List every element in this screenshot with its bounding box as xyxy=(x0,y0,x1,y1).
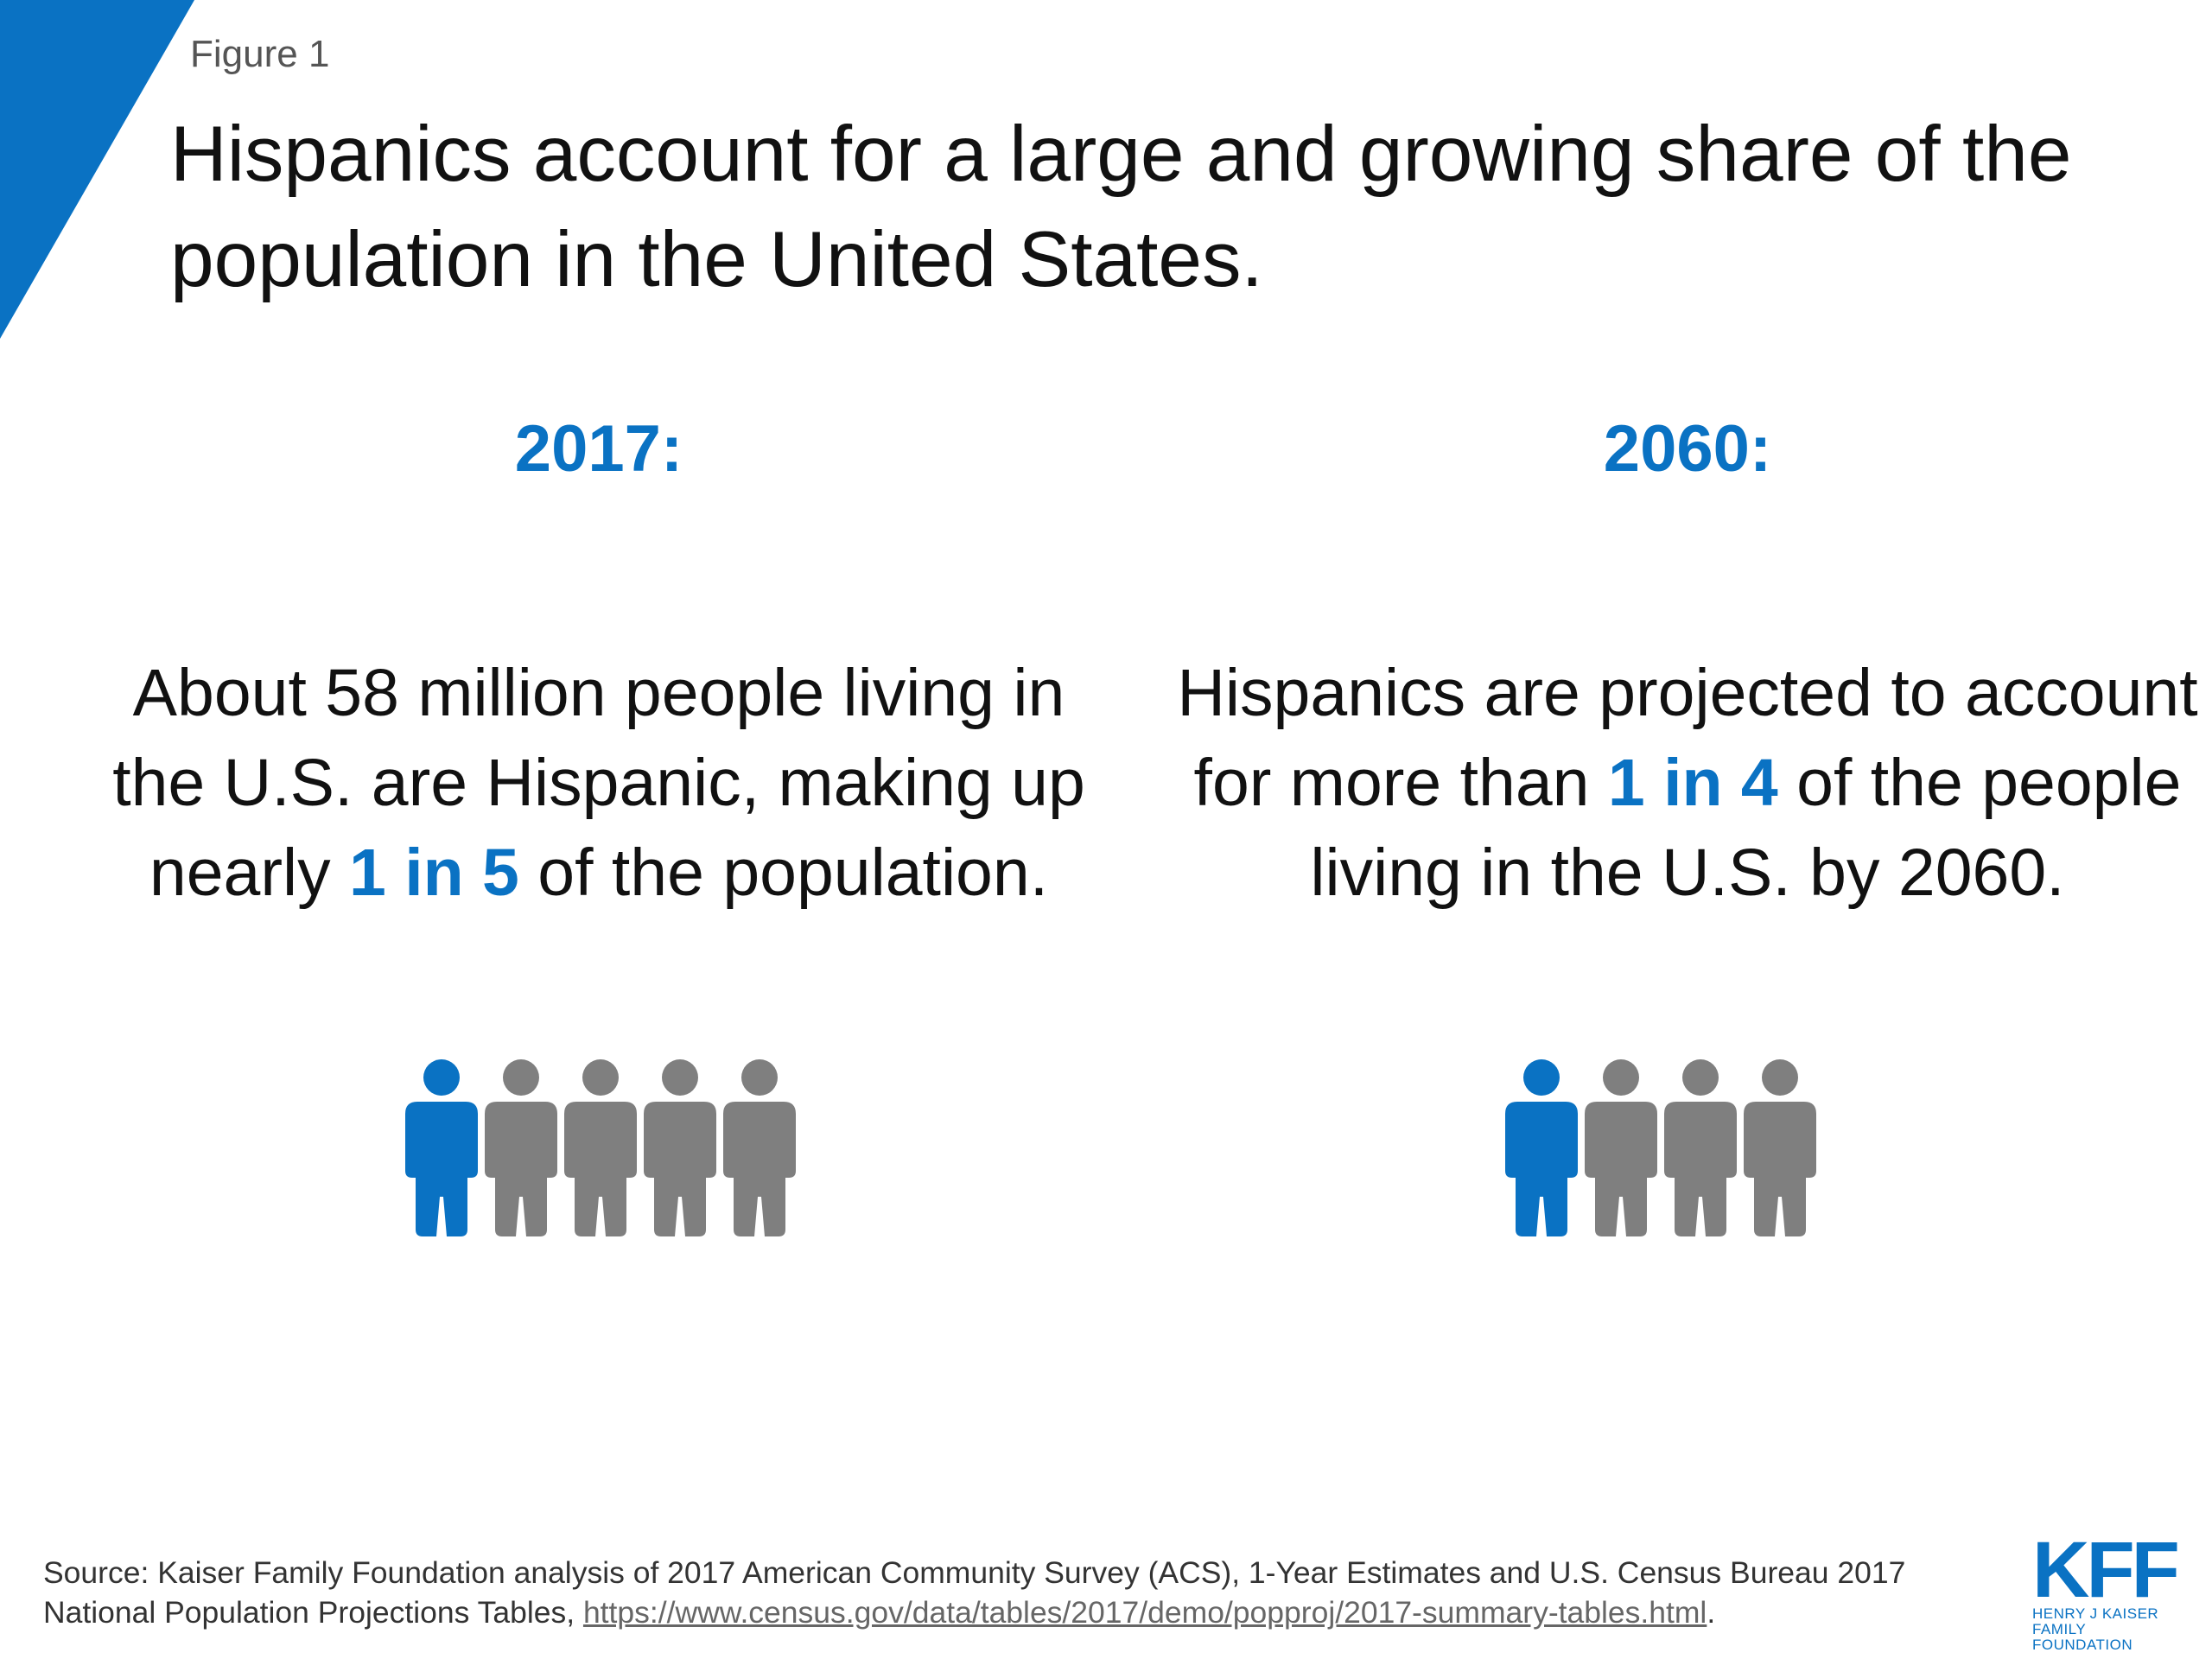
stat-text-2017-end: of the population. xyxy=(518,836,1049,910)
person-icon-highlighted xyxy=(1505,1059,1578,1236)
stat-text-2017: About 58 million people living in the U.… xyxy=(80,648,1117,918)
person-icon xyxy=(723,1059,796,1236)
stat-text-2060: Hispanics are projected to account for m… xyxy=(1169,648,2206,918)
panel-2060: 2060: Hispanics are projected to account… xyxy=(1169,406,2206,918)
people-icons-2017 xyxy=(402,1058,799,1238)
stat-text-2060-start: Hispanics are projected to account for m… xyxy=(1177,656,2198,820)
kff-wordmark: KFF xyxy=(2032,1526,2180,1614)
corner-accent-triangle xyxy=(0,0,194,339)
person-icon-highlighted xyxy=(405,1059,478,1236)
ratio-highlight-2017: 1 in 5 xyxy=(349,836,519,910)
kff-logo: KFF HENRY J KAISER FAMILY FOUNDATION xyxy=(2032,1526,2188,1653)
source-link[interactable]: https://www.census.gov/data/tables/2017/… xyxy=(582,1595,1707,1630)
source-end: . xyxy=(1707,1595,1716,1630)
person-icon xyxy=(644,1059,716,1236)
slide-title: Hispanics account for a large and growin… xyxy=(170,111,2072,303)
person-icon xyxy=(1664,1059,1737,1236)
panel-2017: 2017: About 58 million people living in … xyxy=(80,406,1117,918)
stat-text-2017-start: About 58 million people living in the U.… xyxy=(112,656,1085,910)
ratio-highlight-2060: 1 in 4 xyxy=(1607,746,1778,820)
kff-subtitle-line1: HENRY J KAISER xyxy=(2032,1605,2159,1622)
kff-subtitle-line2: FAMILY FOUNDATION xyxy=(2032,1621,2133,1653)
source-note: Source: Kaiser Family Foundation analysi… xyxy=(43,1553,1987,1632)
year-heading-2017: 2017: xyxy=(514,412,683,486)
stat-text-2060-end: of the people living in the U.S. by 2060… xyxy=(1310,746,2182,910)
person-icon xyxy=(564,1059,637,1236)
people-icons-2060 xyxy=(1502,1058,1820,1238)
figure-label: Figure 1 xyxy=(190,33,330,75)
person-icon xyxy=(1585,1059,1657,1236)
person-icon xyxy=(485,1059,557,1236)
year-heading-2060: 2060: xyxy=(1603,412,1772,486)
person-icon xyxy=(1744,1059,1816,1236)
source-text: Source: Kaiser Family Foundation analysi… xyxy=(43,1555,1906,1630)
